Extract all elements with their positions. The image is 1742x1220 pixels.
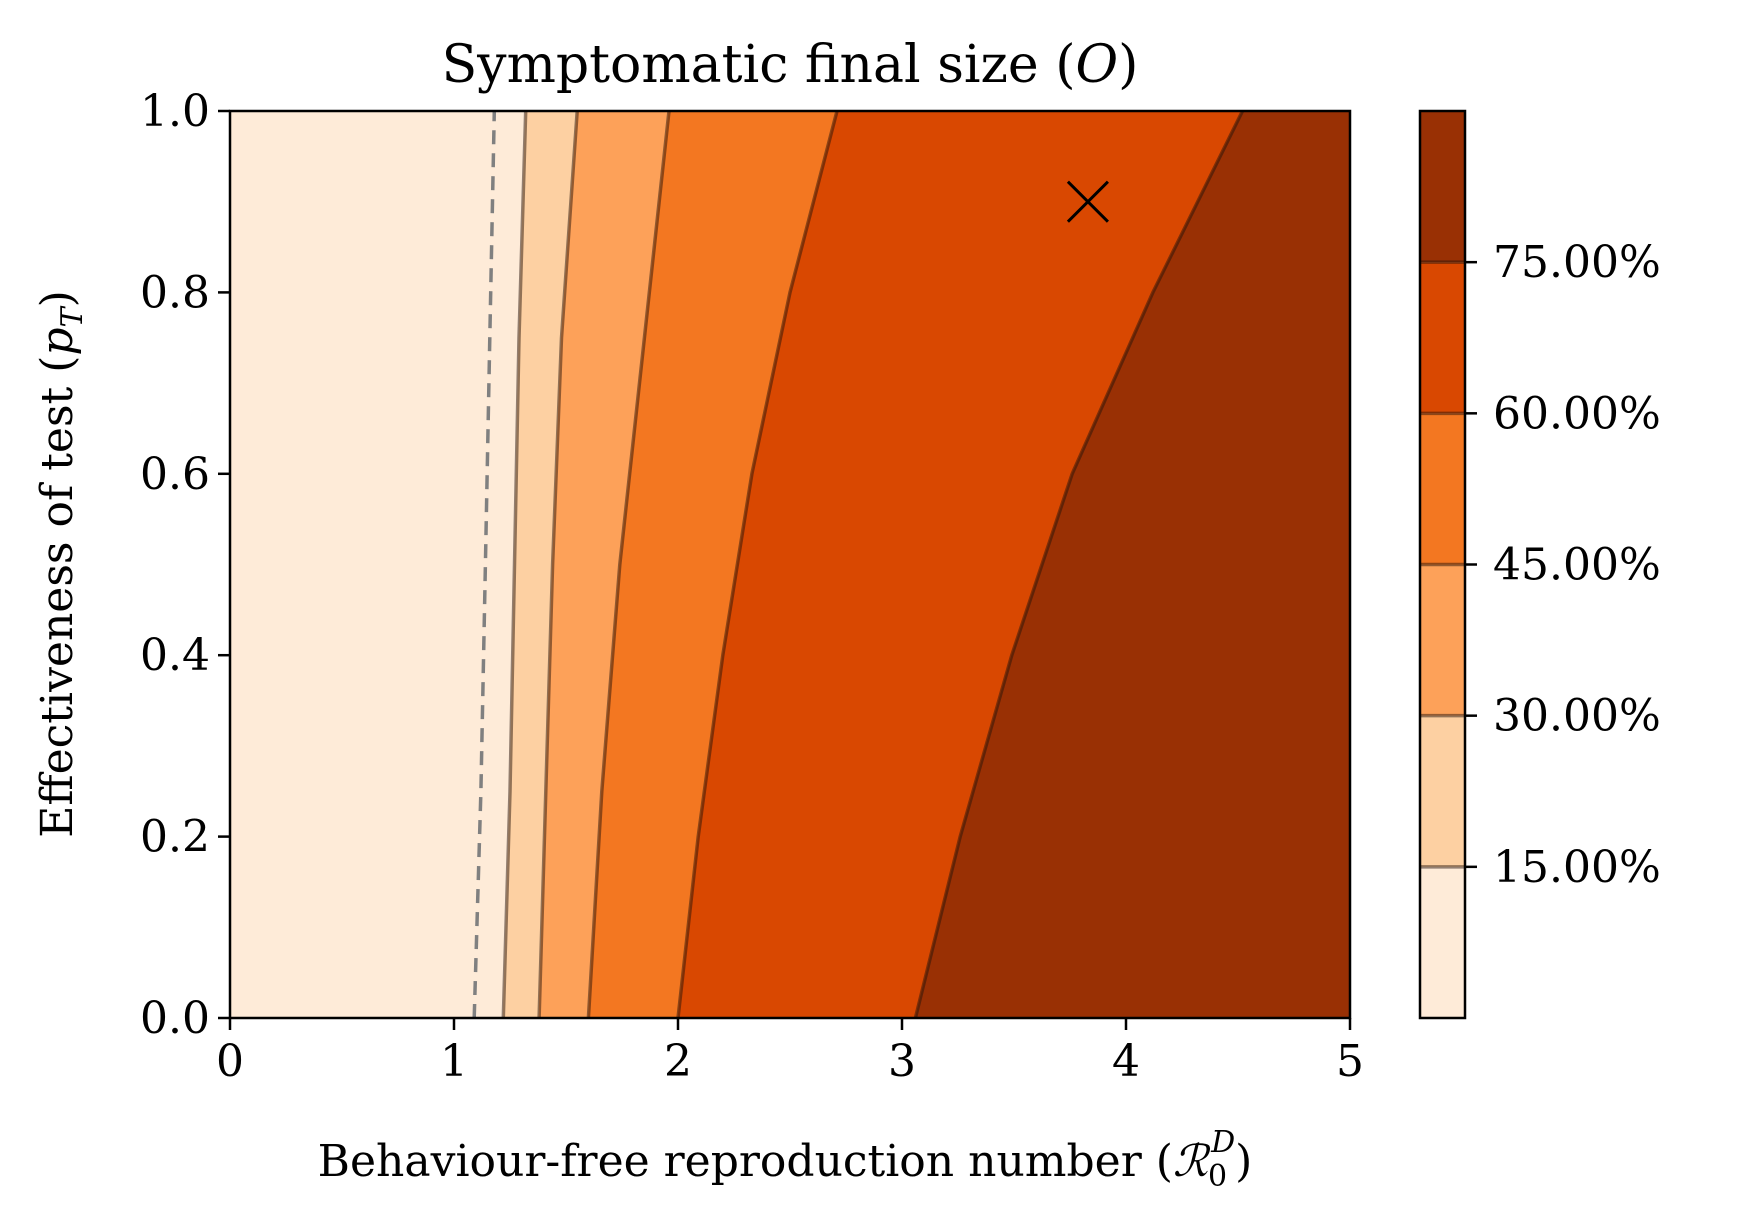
x-axis-ticks: 0 1 2 3 4 5: [216, 1018, 1364, 1087]
colorbar-band-0: [1420, 866, 1465, 1018]
y-tick-label: 1.0: [140, 86, 210, 137]
contour-line-2: [586, 111, 671, 1018]
y-axis-ticks: 0.0 0.2 0.4 0.6 0.8 1.0: [140, 86, 230, 1044]
colorbar-bands: [1420, 111, 1465, 1018]
y-tick-label: 0.2: [140, 812, 210, 863]
y-tick-label: 0.0: [140, 993, 210, 1044]
colorbar-band-5: [1420, 111, 1465, 263]
plot-frame: [228, 109, 1352, 1020]
x-axis-label: Behaviour-free reproduction number (ℛ0D): [318, 1125, 1253, 1194]
colorbar-tick-label: 60.00%: [1493, 388, 1661, 439]
colorbar-tick-label: 75.00%: [1493, 237, 1661, 288]
contour-band-0: [230, 111, 527, 1018]
x-tick-label: 5: [1336, 1036, 1364, 1087]
contour-line-1: [537, 111, 579, 1018]
chart-title: Symptomatic final size (O): [442, 35, 1139, 95]
contour-line-3: [676, 111, 839, 1018]
contour-lines: [501, 111, 1245, 1018]
x-tick-label: 2: [664, 1036, 692, 1087]
y-axis-label: Effectiveness of test (pT): [32, 290, 90, 838]
marker-x: [1066, 180, 1109, 223]
x-tick-label: 4: [1112, 1036, 1140, 1087]
colorbar-tick-label: 15.00%: [1493, 842, 1661, 893]
marker-stroke-2: [1066, 180, 1109, 223]
colorbar-ticks: 15.00% 30.00% 45.00% 60.00% 75.00%: [1465, 237, 1661, 893]
y-tick-label: 0.6: [140, 449, 210, 500]
colorbar-band-4: [1420, 262, 1465, 414]
plot-area: [230, 111, 1350, 1018]
threshold-line: [472, 111, 497, 1018]
colorbar: 15.00% 30.00% 45.00% 60.00% 75.00%: [1418, 109, 1661, 1020]
contour-line-4: [913, 111, 1245, 1018]
colorbar-tick-label: 30.00%: [1493, 691, 1661, 742]
y-tick-label: 0.4: [140, 630, 210, 681]
colorbar-tick-label: 45.00%: [1493, 540, 1661, 591]
colorbar-band-1: [1420, 715, 1465, 867]
x-tick-label: 3: [888, 1036, 916, 1087]
x-tick-label: 1: [440, 1036, 468, 1087]
x-tick-label: 0: [216, 1036, 244, 1087]
contour-line-0: [501, 111, 528, 1018]
threshold-dashed-line: [472, 111, 497, 1018]
y-tick-label: 0.8: [140, 267, 210, 318]
contour-bands: [230, 111, 1350, 1018]
colorbar-band-2: [1420, 564, 1465, 716]
colorbar-band-3: [1420, 413, 1465, 565]
colorbar-level-lines: [1420, 260, 1465, 869]
